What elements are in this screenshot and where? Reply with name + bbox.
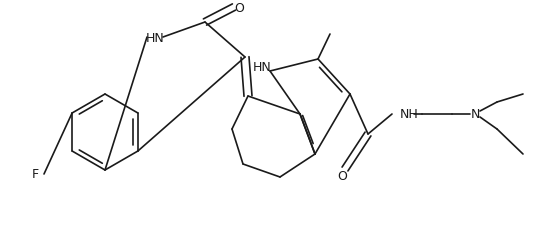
Text: NH: NH [400, 108, 419, 121]
Text: HN: HN [253, 61, 272, 74]
Text: O: O [337, 170, 347, 183]
Text: HN: HN [146, 31, 164, 44]
Text: N: N [470, 108, 480, 121]
Text: O: O [234, 2, 244, 14]
Text: F: F [31, 168, 38, 181]
